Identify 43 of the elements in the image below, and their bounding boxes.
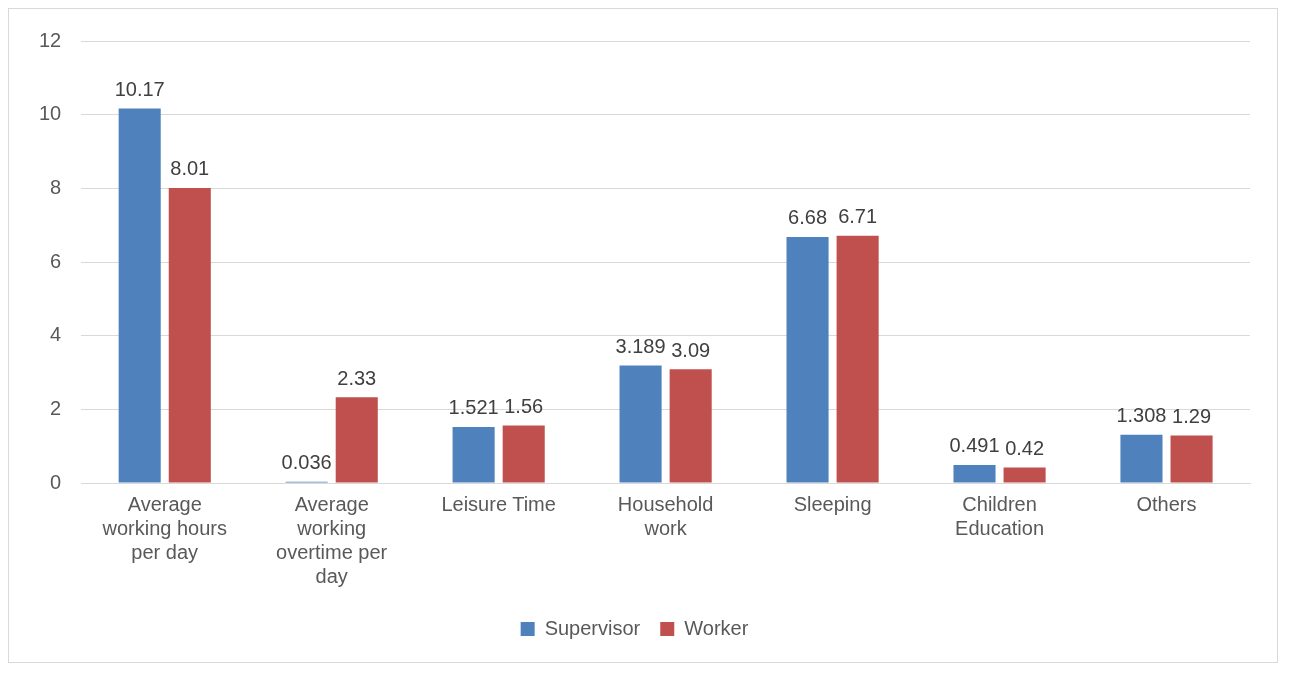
x-tick-label: Household work xyxy=(617,492,714,539)
bar xyxy=(118,108,161,483)
x-tick-label: Average working hours per day xyxy=(101,492,227,563)
data-label: 0.036 xyxy=(281,451,332,474)
bar xyxy=(452,426,495,483)
x-tick-label: Others xyxy=(1136,492,1197,515)
data-label: 0.42 xyxy=(1005,437,1045,460)
x-tick-label: Leisure Time xyxy=(441,492,556,515)
data-label: 0.491 xyxy=(949,434,1000,457)
bar xyxy=(502,425,545,483)
bar xyxy=(953,464,996,483)
data-label: 1.308 xyxy=(1116,404,1167,427)
y-tick-label: 6 xyxy=(50,249,62,272)
bar xyxy=(836,235,879,483)
y-tick-label: 10 xyxy=(39,102,62,125)
legend-label: Worker xyxy=(684,616,749,639)
y-tick-label: 4 xyxy=(50,323,62,346)
data-label: 1.29 xyxy=(1172,405,1212,427)
bar xyxy=(168,187,211,483)
bar xyxy=(669,369,712,483)
y-tick-label: 12 xyxy=(39,28,62,51)
data-label: 8.01 xyxy=(170,157,210,180)
bar xyxy=(1120,434,1163,483)
data-label: 6.71 xyxy=(838,205,878,228)
y-tick-label: 0 xyxy=(50,470,62,493)
y-tick-label: 8 xyxy=(50,175,62,198)
data-label: 10.17 xyxy=(114,77,165,100)
bar xyxy=(619,365,662,483)
bar xyxy=(1003,467,1046,483)
x-tick-label: Sleeping xyxy=(793,492,872,515)
legend-label: Supervisor xyxy=(544,616,641,639)
bar xyxy=(335,397,378,483)
data-label: 3.189 xyxy=(615,335,666,358)
data-label: 2.33 xyxy=(337,366,377,389)
data-label: 6.68 xyxy=(788,206,828,229)
data-label: 1.521 xyxy=(448,396,499,419)
data-label: 3.09 xyxy=(671,338,711,361)
data-label: 1.56 xyxy=(504,395,544,418)
bar xyxy=(786,236,829,483)
y-tick-label: 2 xyxy=(50,396,62,419)
x-tick-label: Average working overtime per day xyxy=(276,492,388,587)
bar xyxy=(1170,435,1213,483)
x-tick-label: Children Education xyxy=(955,492,1045,539)
